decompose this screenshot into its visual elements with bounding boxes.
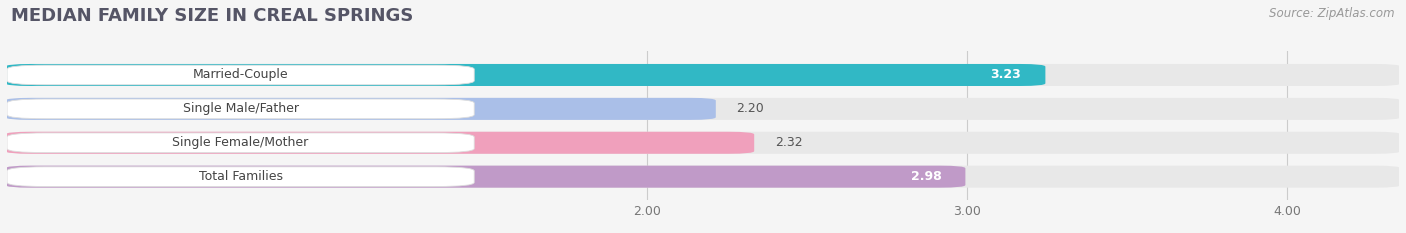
Text: 2.20: 2.20 (737, 102, 765, 115)
Text: Source: ZipAtlas.com: Source: ZipAtlas.com (1270, 7, 1395, 20)
Text: Single Female/Mother: Single Female/Mother (173, 136, 309, 149)
Text: 2.98: 2.98 (911, 170, 942, 183)
FancyBboxPatch shape (7, 133, 474, 153)
FancyBboxPatch shape (7, 65, 474, 85)
FancyBboxPatch shape (7, 167, 474, 186)
FancyBboxPatch shape (6, 132, 1400, 154)
FancyBboxPatch shape (7, 99, 474, 119)
Text: Married-Couple: Married-Couple (193, 69, 288, 82)
Text: Single Male/Father: Single Male/Father (183, 102, 298, 115)
Text: 3.23: 3.23 (991, 69, 1021, 82)
FancyBboxPatch shape (6, 132, 754, 154)
FancyBboxPatch shape (6, 98, 716, 120)
FancyBboxPatch shape (6, 64, 1046, 86)
FancyBboxPatch shape (6, 166, 1400, 188)
Text: MEDIAN FAMILY SIZE IN CREAL SPRINGS: MEDIAN FAMILY SIZE IN CREAL SPRINGS (11, 7, 413, 25)
Text: Total Families: Total Families (198, 170, 283, 183)
FancyBboxPatch shape (6, 98, 1400, 120)
FancyBboxPatch shape (6, 166, 966, 188)
Text: 2.32: 2.32 (775, 136, 803, 149)
FancyBboxPatch shape (6, 64, 1400, 86)
